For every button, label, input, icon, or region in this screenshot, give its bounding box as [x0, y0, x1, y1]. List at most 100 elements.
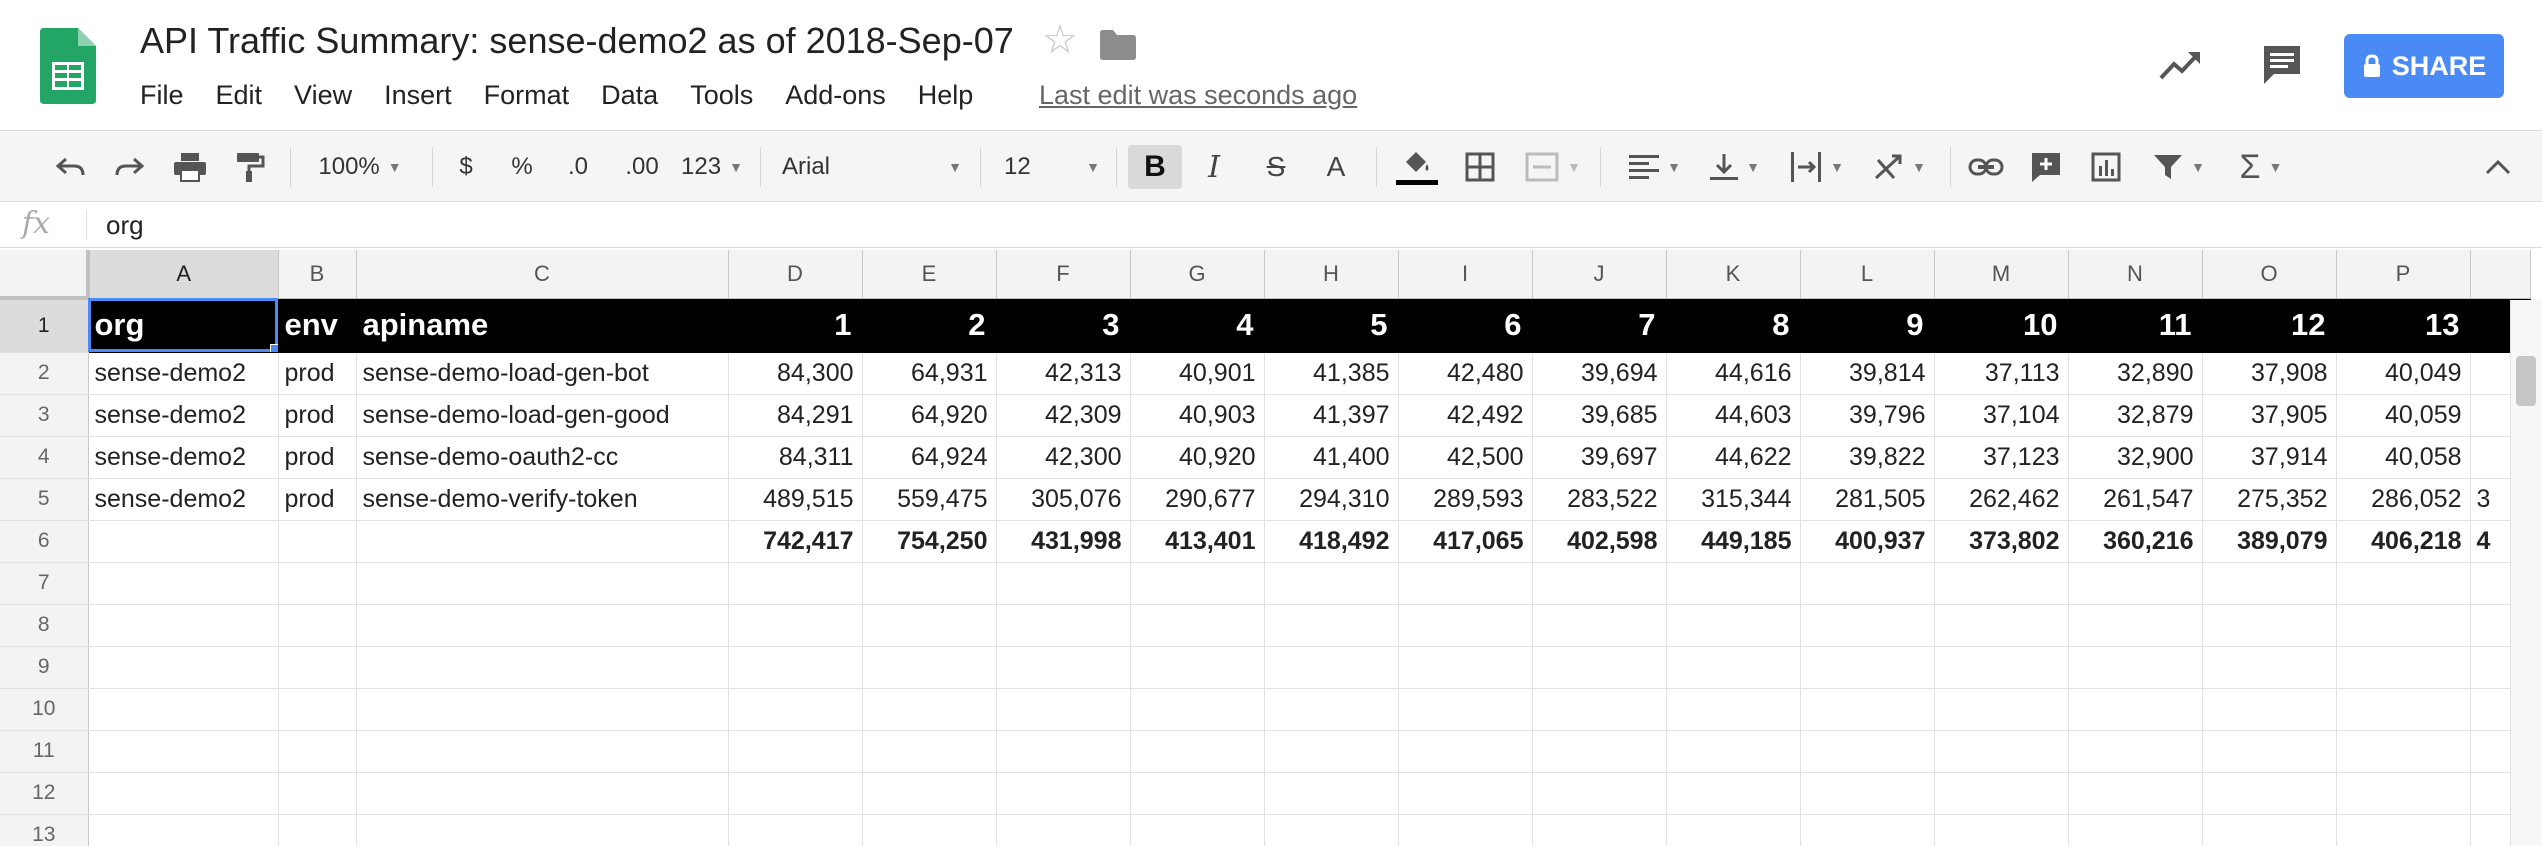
- empty-cell[interactable]: [996, 646, 1131, 689]
- cell[interactable]: 42,480: [1398, 352, 1533, 395]
- empty-cell[interactable]: [1934, 688, 2069, 731]
- header-cell[interactable]: 5: [1264, 298, 1399, 353]
- header-cell[interactable]: 2: [862, 298, 997, 353]
- empty-cell[interactable]: [862, 688, 997, 731]
- header-cell[interactable]: 3: [996, 298, 1131, 353]
- paint-format-icon[interactable]: [228, 131, 272, 203]
- selected-cell[interactable]: org: [88, 298, 279, 353]
- cell[interactable]: 275,352: [2202, 478, 2337, 521]
- empty-cell[interactable]: [2202, 562, 2337, 605]
- row-header[interactable]: 2: [0, 352, 89, 395]
- cell[interactable]: 64,931: [862, 352, 997, 395]
- undo-icon[interactable]: [48, 131, 92, 203]
- collapse-toolbar-icon[interactable]: [2476, 131, 2520, 203]
- italic-button[interactable]: I: [1208, 149, 1220, 185]
- print-icon[interactable]: [168, 131, 212, 203]
- strikethrough-button[interactable]: S: [1266, 151, 1286, 182]
- menu-tools[interactable]: Tools: [690, 80, 754, 110]
- empty-cell[interactable]: [728, 562, 863, 605]
- empty-cell[interactable]: [1398, 730, 1533, 773]
- vertical-align-icon[interactable]: ▼: [1700, 131, 1770, 203]
- column-header-n[interactable]: N: [2068, 250, 2203, 299]
- empty-cell[interactable]: [278, 730, 357, 773]
- zoom-select[interactable]: 100% ▼: [305, 131, 415, 203]
- empty-cell[interactable]: [2336, 814, 2471, 846]
- cell[interactable]: 39,822: [1800, 436, 1935, 479]
- cell[interactable]: 84,291: [728, 394, 863, 437]
- menu-file[interactable]: File: [140, 80, 184, 110]
- row-header[interactable]: 9: [0, 646, 89, 689]
- empty-cell[interactable]: [1934, 562, 2069, 605]
- empty-cell[interactable]: [1532, 604, 1667, 647]
- empty-cell[interactable]: [88, 772, 279, 815]
- empty-cell[interactable]: [1666, 814, 1801, 846]
- empty-cell[interactable]: [1264, 730, 1399, 773]
- comment-icon[interactable]: [2260, 42, 2304, 86]
- empty-cell[interactable]: [2202, 688, 2337, 731]
- column-header-i[interactable]: I: [1398, 250, 1533, 299]
- empty-cell[interactable]: [1398, 772, 1533, 815]
- cell[interactable]: sense-demo2: [88, 352, 279, 395]
- cell[interactable]: prod: [278, 478, 357, 521]
- empty-cell[interactable]: [1130, 772, 1265, 815]
- cell[interactable]: 37,908: [2202, 352, 2337, 395]
- column-header-m[interactable]: M: [1934, 250, 2069, 299]
- empty-cell[interactable]: [1800, 730, 1935, 773]
- empty-cell[interactable]: [1800, 646, 1935, 689]
- empty-cell[interactable]: [88, 646, 279, 689]
- menu-view[interactable]: View: [294, 80, 353, 110]
- column-header-f[interactable]: F: [996, 250, 1131, 299]
- cell[interactable]: 262,462: [1934, 478, 2069, 521]
- empty-cell[interactable]: [1532, 730, 1667, 773]
- total-cell[interactable]: 449,185: [1666, 520, 1801, 563]
- row-header[interactable]: 10: [0, 688, 89, 731]
- empty-cell[interactable]: [278, 604, 357, 647]
- total-cell[interactable]: 360,216: [2068, 520, 2203, 563]
- empty-cell[interactable]: [1398, 646, 1533, 689]
- total-cell[interactable]: 373,802: [1934, 520, 2069, 563]
- formula-input[interactable]: org: [106, 210, 144, 240]
- empty-cell[interactable]: [1934, 772, 2069, 815]
- empty-cell[interactable]: [2336, 562, 2471, 605]
- empty-cell[interactable]: [2336, 604, 2471, 647]
- insert-chart-icon[interactable]: [2084, 131, 2128, 203]
- cell[interactable]: 84,300: [728, 352, 863, 395]
- cell[interactable]: 281,505: [1800, 478, 1935, 521]
- header-cell[interactable]: 13: [2336, 298, 2471, 353]
- cell[interactable]: 39,814: [1800, 352, 1935, 395]
- cell[interactable]: 32,900: [2068, 436, 2203, 479]
- cell[interactable]: 41,385: [1264, 352, 1399, 395]
- text-rotation-icon[interactable]: ▼: [1862, 131, 1936, 203]
- header-cell[interactable]: 11: [2068, 298, 2203, 353]
- vertical-scrollbar-thumb[interactable]: [2516, 356, 2536, 406]
- empty-cell[interactable]: [1800, 772, 1935, 815]
- empty-cell[interactable]: [2202, 730, 2337, 773]
- column-header-partial[interactable]: [2470, 250, 2531, 299]
- empty-cell[interactable]: [862, 772, 997, 815]
- empty-cell[interactable]: [1398, 688, 1533, 731]
- empty-cell[interactable]: [1264, 772, 1399, 815]
- empty-cell[interactable]: [862, 730, 997, 773]
- header-cell[interactable]: 9: [1800, 298, 1935, 353]
- empty-cell[interactable]: [88, 562, 279, 605]
- select-all-corner[interactable]: [0, 250, 90, 300]
- cell[interactable]: 37,104: [1934, 394, 2069, 437]
- header-cell[interactable]: 7: [1532, 298, 1667, 353]
- empty-cell[interactable]: [278, 688, 357, 731]
- empty-cell[interactable]: [1532, 688, 1667, 731]
- cell[interactable]: prod: [278, 436, 357, 479]
- empty-cell[interactable]: [728, 646, 863, 689]
- row-header[interactable]: 4: [0, 436, 89, 479]
- cell[interactable]: 489,515: [728, 478, 863, 521]
- empty-cell[interactable]: [1934, 814, 2069, 846]
- row-header[interactable]: 8: [0, 604, 89, 647]
- text-wrapping-icon[interactable]: ▼: [1780, 131, 1854, 203]
- font-size-select[interactable]: 12 ▼: [1004, 131, 1100, 203]
- cell[interactable]: 39,694: [1532, 352, 1667, 395]
- column-header-e[interactable]: E: [862, 250, 997, 299]
- cell[interactable]: sense-demo2: [88, 478, 279, 521]
- redo-icon[interactable]: [108, 131, 152, 203]
- empty-cell[interactable]: [1800, 604, 1935, 647]
- cell[interactable]: 64,920: [862, 394, 997, 437]
- menu-edit[interactable]: Edit: [215, 80, 263, 110]
